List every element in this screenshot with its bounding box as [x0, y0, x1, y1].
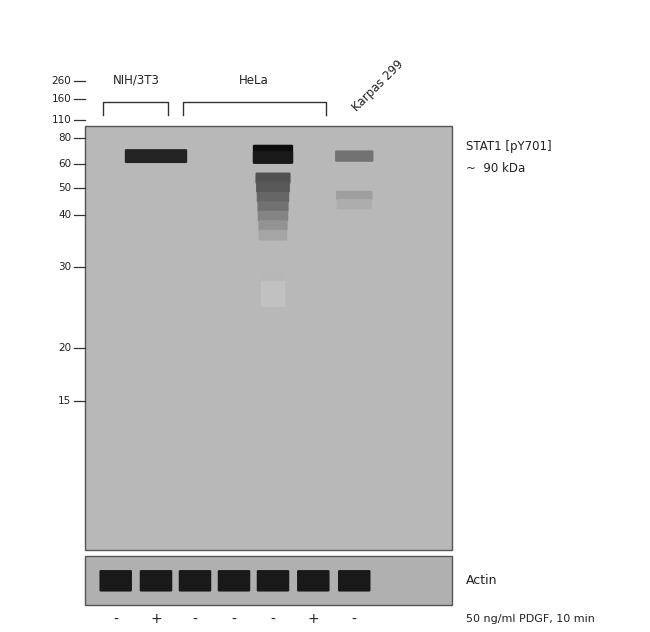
- Text: 260: 260: [52, 76, 72, 86]
- FancyBboxPatch shape: [335, 150, 373, 162]
- FancyBboxPatch shape: [338, 570, 370, 592]
- FancyBboxPatch shape: [255, 173, 291, 184]
- Bar: [84, 556, 452, 605]
- Text: 160: 160: [52, 94, 72, 104]
- Text: 110: 110: [52, 115, 72, 125]
- FancyBboxPatch shape: [256, 181, 290, 193]
- Text: 50: 50: [58, 183, 72, 193]
- FancyBboxPatch shape: [259, 220, 287, 231]
- Text: Karpas 299: Karpas 299: [350, 58, 407, 114]
- Text: -: -: [352, 612, 357, 626]
- Text: +: +: [150, 612, 162, 626]
- FancyBboxPatch shape: [260, 271, 286, 298]
- Text: -: -: [270, 612, 276, 626]
- FancyBboxPatch shape: [125, 149, 187, 163]
- FancyBboxPatch shape: [336, 191, 372, 201]
- Text: 30: 30: [58, 262, 72, 272]
- FancyBboxPatch shape: [257, 210, 288, 221]
- FancyBboxPatch shape: [253, 151, 293, 164]
- Text: 80: 80: [58, 133, 72, 143]
- Text: 15: 15: [58, 396, 72, 406]
- Text: 50 ng/ml PDGF, 10 min: 50 ng/ml PDGF, 10 min: [466, 614, 595, 624]
- FancyBboxPatch shape: [337, 199, 372, 209]
- FancyBboxPatch shape: [253, 145, 293, 164]
- FancyBboxPatch shape: [297, 570, 330, 592]
- FancyBboxPatch shape: [257, 192, 289, 202]
- FancyBboxPatch shape: [218, 570, 250, 592]
- FancyBboxPatch shape: [179, 570, 211, 592]
- Text: 60: 60: [58, 159, 72, 169]
- FancyBboxPatch shape: [257, 570, 289, 592]
- Text: 20: 20: [58, 343, 72, 353]
- Text: 40: 40: [58, 210, 72, 220]
- Text: STAT1 [pY701]: STAT1 [pY701]: [466, 140, 552, 153]
- FancyBboxPatch shape: [257, 201, 289, 212]
- FancyBboxPatch shape: [261, 281, 285, 307]
- Text: HeLa: HeLa: [239, 73, 269, 87]
- Text: Actin: Actin: [466, 574, 497, 587]
- Text: ~  90 kDa: ~ 90 kDa: [466, 162, 525, 175]
- FancyBboxPatch shape: [140, 570, 172, 592]
- Bar: [84, 126, 452, 550]
- Text: -: -: [113, 612, 118, 626]
- Text: -: -: [192, 612, 198, 626]
- FancyBboxPatch shape: [259, 229, 287, 240]
- Text: NIH/3T3: NIH/3T3: [112, 73, 159, 87]
- Text: -: -: [231, 612, 237, 626]
- Text: +: +: [307, 612, 319, 626]
- FancyBboxPatch shape: [99, 570, 132, 592]
